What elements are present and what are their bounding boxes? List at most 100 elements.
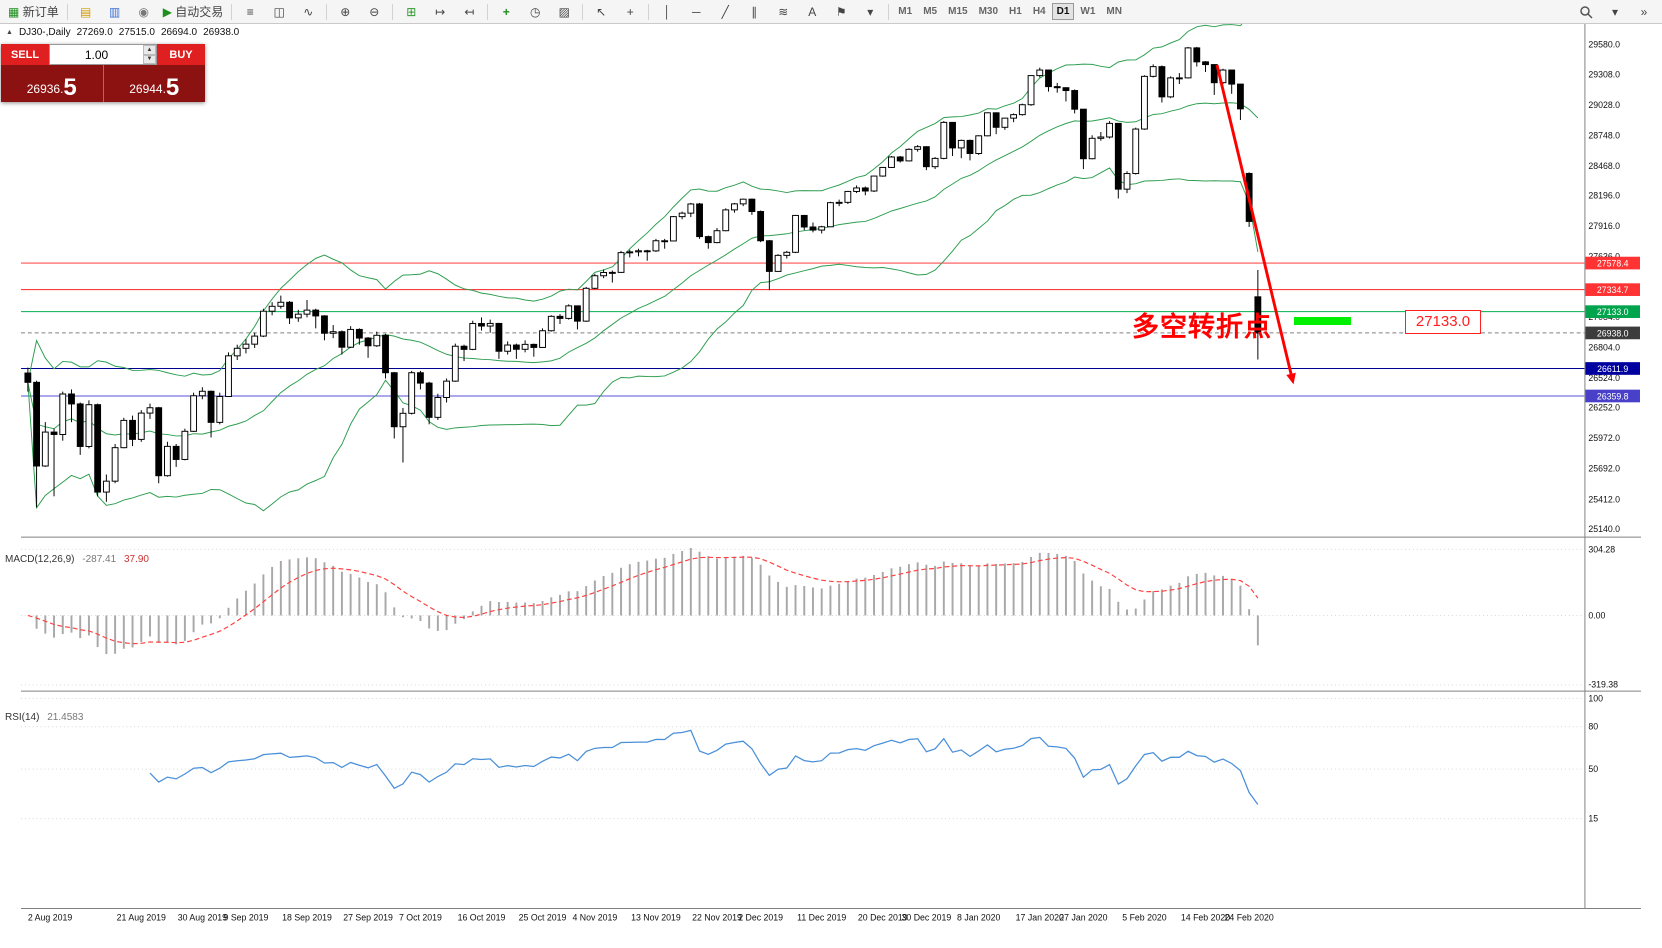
rsi-name: RSI(14) bbox=[5, 712, 40, 723]
market-watch-icon[interactable]: ▤ bbox=[80, 4, 92, 19]
zoom-out-icon[interactable]: ⊖ bbox=[369, 4, 380, 19]
timeframe-M1[interactable]: M1 bbox=[898, 6, 913, 17]
crosshair-icon[interactable]: + bbox=[626, 4, 634, 19]
line-chart-icon[interactable]: ∿ bbox=[303, 4, 314, 19]
svg-text:0.00: 0.00 bbox=[1588, 610, 1605, 620]
cursor-icon[interactable]: ↖ bbox=[596, 4, 607, 19]
svg-text:30 Dec 2019: 30 Dec 2019 bbox=[902, 913, 952, 923]
highlight-bar[interactable] bbox=[1294, 317, 1351, 325]
svg-text:26611.9: 26611.9 bbox=[1597, 364, 1628, 374]
buy-price[interactable]: 26944. 5 bbox=[104, 65, 206, 102]
svg-text:8 Jan 2020: 8 Jan 2020 bbox=[957, 913, 1001, 923]
channel-tool-icon[interactable]: ∥ bbox=[751, 4, 758, 19]
templates-icon[interactable]: ▨ bbox=[558, 4, 570, 19]
periods-icon[interactable]: ◷ bbox=[530, 4, 541, 19]
timeframe-M15[interactable]: M15 bbox=[948, 6, 968, 17]
zoom-in-icon[interactable]: ⊕ bbox=[340, 4, 351, 19]
svg-text:80: 80 bbox=[1588, 722, 1598, 732]
chart-shift-icon[interactable]: ↤ bbox=[464, 4, 475, 19]
data-window-icon[interactable]: ▥ bbox=[109, 4, 121, 19]
fibonacci-tool-icon[interactable]: ≋ bbox=[778, 4, 789, 19]
play-icon: ▶ bbox=[162, 4, 172, 19]
turning-point-annotation[interactable]: 多空转折点 bbox=[1132, 312, 1272, 342]
timeframe-MN[interactable]: MN bbox=[1106, 6, 1122, 17]
svg-text:5 Feb 2020: 5 Feb 2020 bbox=[1122, 913, 1166, 923]
separator bbox=[582, 3, 584, 20]
svg-text:27636.0: 27636.0 bbox=[1588, 252, 1620, 262]
sell-price[interactable]: 26936. 5 bbox=[1, 65, 103, 102]
svg-text:29580.0: 29580.0 bbox=[1588, 40, 1620, 50]
svg-text:20 Dec 2019: 20 Dec 2019 bbox=[858, 913, 908, 923]
macd-name: MACD(12,26,9) bbox=[5, 554, 75, 565]
separator bbox=[392, 3, 394, 20]
svg-text:24 Feb 2020: 24 Feb 2020 bbox=[1225, 913, 1274, 923]
new-order-label: 新订单 bbox=[22, 5, 59, 19]
price-level-badges: 27578.4 27334.7 27133.0 26938.0 26611.9 26359… bbox=[1585, 256, 1640, 403]
svg-text:11 Dec 2019: 11 Dec 2019 bbox=[797, 913, 846, 923]
svg-text:-319.38: -319.38 bbox=[1588, 680, 1618, 690]
indicators-icon[interactable]: + bbox=[502, 4, 510, 19]
candles-layer bbox=[24, 46, 1262, 508]
bar-chart-icon[interactable]: ≡ bbox=[246, 4, 254, 19]
candlestick-chart-icon[interactable]: ◫ bbox=[273, 4, 285, 19]
svg-text:304.28: 304.28 bbox=[1588, 544, 1615, 554]
text-tool-icon[interactable]: A bbox=[808, 4, 817, 19]
horizontal-level-lines[interactable] bbox=[21, 262, 1585, 397]
toolbar-overflow-icon[interactable]: » bbox=[1640, 4, 1648, 19]
trendline-tool-icon[interactable]: ╱ bbox=[721, 4, 729, 19]
timeframe-M30[interactable]: M30 bbox=[978, 6, 999, 17]
svg-text:25692.0: 25692.0 bbox=[1588, 464, 1620, 474]
timeframe-H4[interactable]: H4 bbox=[1032, 6, 1046, 17]
volume-down-button[interactable]: ▼ bbox=[143, 54, 156, 64]
svg-text:27 Jan 2020: 27 Jan 2020 bbox=[1059, 913, 1107, 923]
search-dropdown-icon[interactable]: ▾ bbox=[1611, 4, 1619, 19]
new-order-button[interactable]: ▦ 新订单 bbox=[4, 1, 63, 23]
svg-text:29028.0: 29028.0 bbox=[1588, 100, 1620, 110]
macd-layer bbox=[27, 548, 1259, 655]
svg-text:29308.0: 29308.0 bbox=[1588, 69, 1620, 79]
buy-price-big-digit: 5 bbox=[165, 74, 180, 101]
svg-text:2 Dec 2019: 2 Dec 2019 bbox=[738, 913, 783, 923]
timeframe-W1[interactable]: W1 bbox=[1080, 6, 1096, 17]
volume-input[interactable] bbox=[50, 45, 143, 64]
sell-button[interactable]: SELL bbox=[1, 44, 49, 65]
horizontal-line-tool-icon[interactable]: ─ bbox=[692, 4, 701, 19]
svg-text:26938.0: 26938.0 bbox=[1597, 328, 1629, 338]
separator bbox=[66, 3, 68, 20]
buy-button[interactable]: BUY bbox=[157, 44, 205, 65]
chart-header-arrow-icon: ▲ bbox=[6, 29, 13, 36]
navigator-icon[interactable]: ◉ bbox=[138, 4, 149, 19]
chart-canvas[interactable]: 29580.0 29308.0 29028.0 28748.0 28468.0 28196… bbox=[0, 24, 1662, 948]
timeframe-H1[interactable]: H1 bbox=[1009, 6, 1022, 17]
svg-text:28748.0: 28748.0 bbox=[1588, 130, 1620, 140]
timeframe-M5[interactable]: M5 bbox=[923, 6, 938, 17]
arrows-tool-icon[interactable]: ⚑ bbox=[835, 4, 847, 19]
price-divider bbox=[102, 65, 104, 102]
ohlc-high: 27515.0 bbox=[118, 27, 155, 38]
ohlc-low: 26694.0 bbox=[160, 27, 198, 38]
ohlc-close: 26938.0 bbox=[203, 27, 240, 38]
svg-text:2 Aug 2019: 2 Aug 2019 bbox=[28, 913, 72, 923]
search-icon[interactable] bbox=[1572, 1, 1600, 23]
svg-text:17 Jan 2020: 17 Jan 2020 bbox=[1016, 913, 1064, 923]
vertical-line-tool-icon[interactable]: │ bbox=[663, 4, 672, 19]
macd-main-value: -287.41 bbox=[82, 554, 117, 565]
svg-text:18 Sep 2019: 18 Sep 2019 bbox=[282, 913, 332, 923]
price-callout-box[interactable]: 27133.0 bbox=[1405, 310, 1481, 334]
svg-text:27133.0: 27133.0 bbox=[1597, 307, 1629, 317]
svg-text:28196.0: 28196.0 bbox=[1588, 191, 1620, 201]
svg-text:100: 100 bbox=[1588, 693, 1603, 703]
trend-arrow-annotation[interactable] bbox=[1215, 64, 1296, 385]
rsi-indicator-label: RSI(14) 21.4583 bbox=[5, 712, 83, 723]
auto-scroll-icon[interactable]: ↦ bbox=[435, 4, 446, 19]
shapes-dropdown-icon[interactable]: ▾ bbox=[867, 4, 874, 19]
autotrading-button[interactable]: ▶ 自动交易 bbox=[159, 1, 228, 23]
timeframe-D1[interactable]: D1 bbox=[1051, 3, 1075, 20]
volume-up-button[interactable]: ▲ bbox=[143, 45, 156, 55]
tile-windows-icon[interactable]: ⊞ bbox=[406, 4, 417, 19]
svg-text:26359.8: 26359.8 bbox=[1597, 391, 1629, 401]
svg-text:15: 15 bbox=[1588, 814, 1598, 824]
chart-symbol-period: DJ30-,Daily bbox=[18, 27, 71, 38]
svg-text:26524.0: 26524.0 bbox=[1588, 373, 1620, 383]
